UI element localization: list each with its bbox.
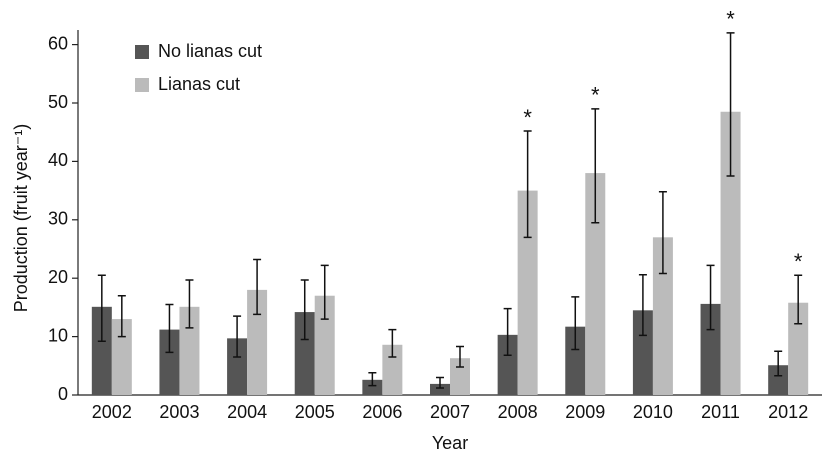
- bar: [565, 326, 586, 395]
- x-tick-label: 2008: [498, 402, 538, 422]
- bar: [294, 312, 315, 395]
- bar: [382, 344, 403, 395]
- bar: [430, 383, 450, 395]
- error-bar: [388, 328, 397, 358]
- bar: [450, 358, 470, 395]
- x-tick-label: 2005: [295, 402, 335, 422]
- error-bar: [117, 294, 126, 338]
- error-bar: [591, 108, 600, 224]
- error-bar: [368, 372, 377, 387]
- error-bar: [523, 130, 532, 239]
- error-bar: [638, 273, 647, 337]
- y-axis-label: Production (fruit year⁻¹): [11, 124, 31, 313]
- significance-marker: *: [523, 105, 532, 130]
- y-tick-label: 40: [48, 150, 68, 170]
- error-bar: [726, 32, 735, 177]
- error-bar: [456, 345, 464, 368]
- y-tick-label: 50: [48, 92, 68, 112]
- x-axis-label: Year: [432, 433, 468, 453]
- error-bar: [185, 279, 194, 329]
- bar: [227, 338, 248, 395]
- bar: [788, 302, 809, 395]
- y-tick-label: 60: [48, 33, 68, 53]
- bar: [768, 365, 789, 395]
- significance-marker: *: [726, 7, 735, 32]
- x-tick-label: 2004: [227, 402, 267, 422]
- legend-swatch: [135, 78, 149, 92]
- bar: [362, 379, 383, 395]
- significance-marker: *: [591, 83, 600, 108]
- x-tick-label: 2009: [565, 402, 605, 422]
- error-bar: [253, 258, 262, 316]
- y-tick-label: 0: [58, 384, 68, 404]
- bar: [159, 329, 180, 395]
- error-bar: [97, 274, 106, 343]
- error-bar: [794, 274, 803, 325]
- x-tick-label: 2010: [633, 402, 673, 422]
- legend-label: No lianas cut: [158, 41, 262, 61]
- bar: [585, 173, 606, 395]
- bar: [720, 111, 741, 395]
- bar: [179, 306, 200, 395]
- y-tick-label: 20: [48, 267, 68, 287]
- y-tick-label: 10: [48, 325, 68, 345]
- error-bar: [165, 303, 174, 354]
- bar: [247, 289, 268, 395]
- x-tick-label: 2011: [701, 402, 740, 422]
- legend-swatch: [135, 45, 149, 59]
- y-tick-label: 30: [48, 209, 68, 229]
- bar: [517, 190, 538, 395]
- x-tick-label: 2007: [430, 402, 470, 422]
- error-bar: [658, 191, 667, 275]
- x-tick-label: 2006: [362, 402, 402, 422]
- bar: [497, 334, 518, 395]
- error-bar: [233, 315, 242, 358]
- x-tick-label: 2003: [159, 402, 199, 422]
- bar: [632, 310, 653, 395]
- x-tick-label: 2012: [768, 402, 808, 422]
- bar: [91, 306, 112, 395]
- bar: [700, 303, 721, 395]
- error-bar: [300, 279, 309, 341]
- error-bar: [774, 350, 783, 377]
- error-bar: [706, 264, 715, 331]
- error-bar: [571, 296, 580, 351]
- legend-label: Lianas cut: [158, 74, 240, 94]
- significance-marker: *: [794, 249, 803, 274]
- bar: [111, 319, 132, 395]
- error-bar: [436, 376, 444, 389]
- error-bar: [320, 264, 329, 320]
- error-bar: [503, 307, 512, 357]
- bar: [314, 295, 335, 395]
- x-tick-label: 2002: [92, 402, 132, 422]
- bar: [652, 237, 673, 395]
